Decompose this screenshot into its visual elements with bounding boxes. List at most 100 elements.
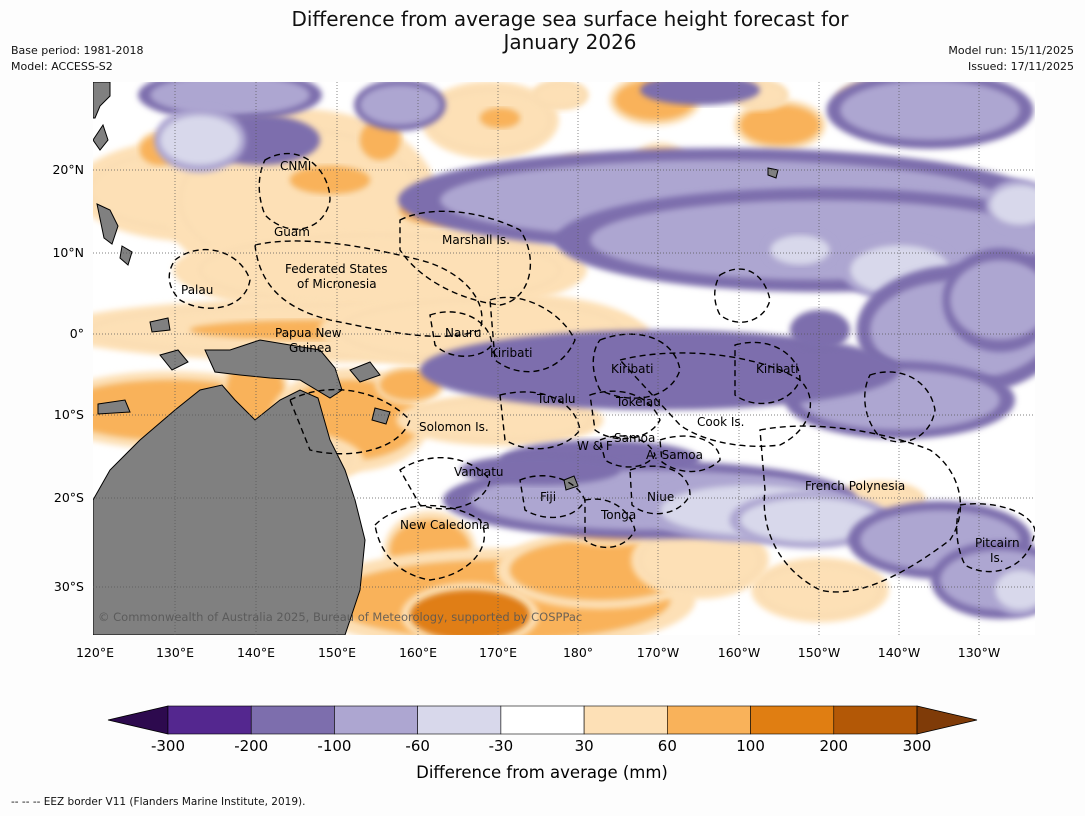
lon-tick-label: 180°: [563, 645, 593, 660]
lat-tick-label: 0°: [70, 326, 84, 341]
anomaly-blob: [459, 454, 621, 486]
colorbar-tick-label: 100: [736, 737, 765, 755]
eez-legend-note: -- -- -- EEZ border V11 (Flanders Marine…: [11, 796, 306, 808]
place-label: Palau: [181, 283, 213, 297]
colorbar-tick-label: -100: [317, 737, 351, 755]
longitude-labels: 120°E 130°E 140°E 150°E 160°E 170°E 180° 170°W 1…: [76, 645, 1000, 660]
place-label: Is.: [990, 551, 1004, 565]
model-run: Model run: 15/11/2025: [948, 44, 1074, 57]
place-label: Tokelau: [615, 395, 661, 409]
place-label: Niue: [647, 490, 674, 504]
colorbar-tick-label: 30: [575, 737, 594, 755]
place-label: CNMI: [280, 159, 311, 173]
lon-tick-label: 160°E: [399, 645, 437, 660]
colorbar-segment: [500, 705, 585, 735]
latitude-labels: 20°N 10°N 0° 10°S 20°S 30°S: [52, 162, 84, 594]
colorbar-segment: [583, 705, 668, 735]
anomaly-blob: [149, 82, 311, 116]
colorbar-tick-label: 300: [903, 737, 932, 755]
anomaly-blob: [989, 184, 1035, 226]
anomaly-blob: [994, 569, 1035, 611]
colorbar-segment: [250, 705, 335, 735]
anomaly-blob: [949, 259, 1035, 341]
anomaly-blob: [289, 165, 371, 195]
lat-tick-label: 10°S: [54, 407, 84, 422]
lon-tick-label: 170°E: [479, 645, 517, 660]
place-label: Federated States: [285, 262, 387, 276]
colorbar-tick-label: 60: [658, 737, 677, 755]
anomaly-blob: [159, 114, 241, 166]
anomaly-blob: [839, 82, 1021, 141]
lon-tick-label: 150°E: [318, 645, 356, 660]
lon-tick-label: 140°E: [237, 645, 275, 660]
issued-date: Issued: 17/11/2025: [967, 60, 1074, 73]
anomaly-blob: [739, 104, 821, 146]
anomaly-blob: [639, 82, 761, 106]
place-label: Guinea: [289, 341, 332, 355]
lat-tick-label: 20°S: [54, 490, 84, 505]
place-label: A. Samoa: [646, 448, 703, 462]
place-label: New Caledonia: [400, 518, 490, 532]
lat-tick-label: 10°N: [52, 245, 84, 260]
anomaly-blob: [419, 329, 901, 411]
anomaly-field: [93, 82, 1035, 635]
place-label: Pitcairn: [975, 536, 1020, 550]
lon-tick-label: 140°W: [878, 645, 920, 660]
title-line-2: January 2026: [503, 30, 637, 54]
place-label: French Polynesia: [805, 479, 905, 493]
colorbar-tick-label: 200: [819, 737, 848, 755]
meta-left: Base period: 1981-2018 Model: ACCESS-S2: [11, 43, 143, 75]
colorbar-segment: [750, 705, 835, 735]
place-label: Vanuatu: [454, 465, 504, 479]
anomaly-blob: [789, 309, 851, 351]
anomaly-blob: [359, 84, 441, 126]
meta-right: Model run: 15/11/2025 Issued: 17/11/2025: [948, 43, 1074, 75]
anomaly-blob: [769, 234, 831, 266]
gridlines: [93, 82, 1035, 635]
colorbar-tick-label: -300: [151, 737, 185, 755]
base-period: Base period: 1981-2018: [11, 44, 144, 57]
colorbar-extend-low: [107, 705, 169, 735]
colorbar-tick-label: -200: [234, 737, 268, 755]
anomaly-blob: [479, 107, 521, 129]
colorbar-label: Difference from average (mm): [416, 763, 668, 782]
place-label: Cook Is.: [697, 415, 744, 429]
place-label: Papua New: [275, 326, 342, 340]
colorbar-tick-label: -60: [405, 737, 430, 755]
title-line-1: Difference from average sea surface heig…: [291, 7, 849, 31]
lat-tick-label: 20°N: [52, 162, 84, 177]
anomaly-blob: [409, 589, 531, 635]
colorbar-segment: [167, 705, 252, 735]
lat-tick-label: 30°S: [54, 579, 84, 594]
land: [93, 82, 779, 635]
colorbar-segment: [334, 705, 418, 735]
lon-tick-label: 160°W: [718, 645, 760, 660]
place-label: Nauru: [445, 326, 481, 340]
place-label: Tonga: [600, 508, 636, 522]
place-label: Kiribati: [756, 362, 798, 376]
lon-tick-label: 150°W: [798, 645, 840, 660]
place-label: Solomon Is.: [419, 420, 489, 434]
lon-tick-label: 120°E: [76, 645, 114, 660]
place-label: Marshall Is.: [442, 233, 510, 247]
eez-borders: [168, 153, 1035, 593]
anomaly-blob: [534, 82, 586, 108]
anomaly-blob: [759, 564, 881, 616]
colorbar-segment: [833, 705, 918, 735]
place-label: Kiribati: [611, 362, 653, 376]
colorbar-segment: [417, 705, 502, 735]
colorbar-tick-label: -30: [489, 737, 514, 755]
model-name: Model: ACCESS-S2: [11, 60, 113, 73]
place-label: Samoa: [614, 431, 655, 445]
place-label: W & F: [577, 439, 613, 453]
lon-tick-label: 130°E: [156, 645, 194, 660]
chart-title: Difference from average sea surface heig…: [0, 8, 1085, 54]
place-label: Fiji: [540, 490, 556, 504]
place-label: of Micronesia: [297, 277, 377, 291]
place-label: Tuvalu: [536, 392, 576, 406]
lon-tick-label: 130°W: [958, 645, 1000, 660]
lon-tick-label: 170°W: [637, 645, 679, 660]
